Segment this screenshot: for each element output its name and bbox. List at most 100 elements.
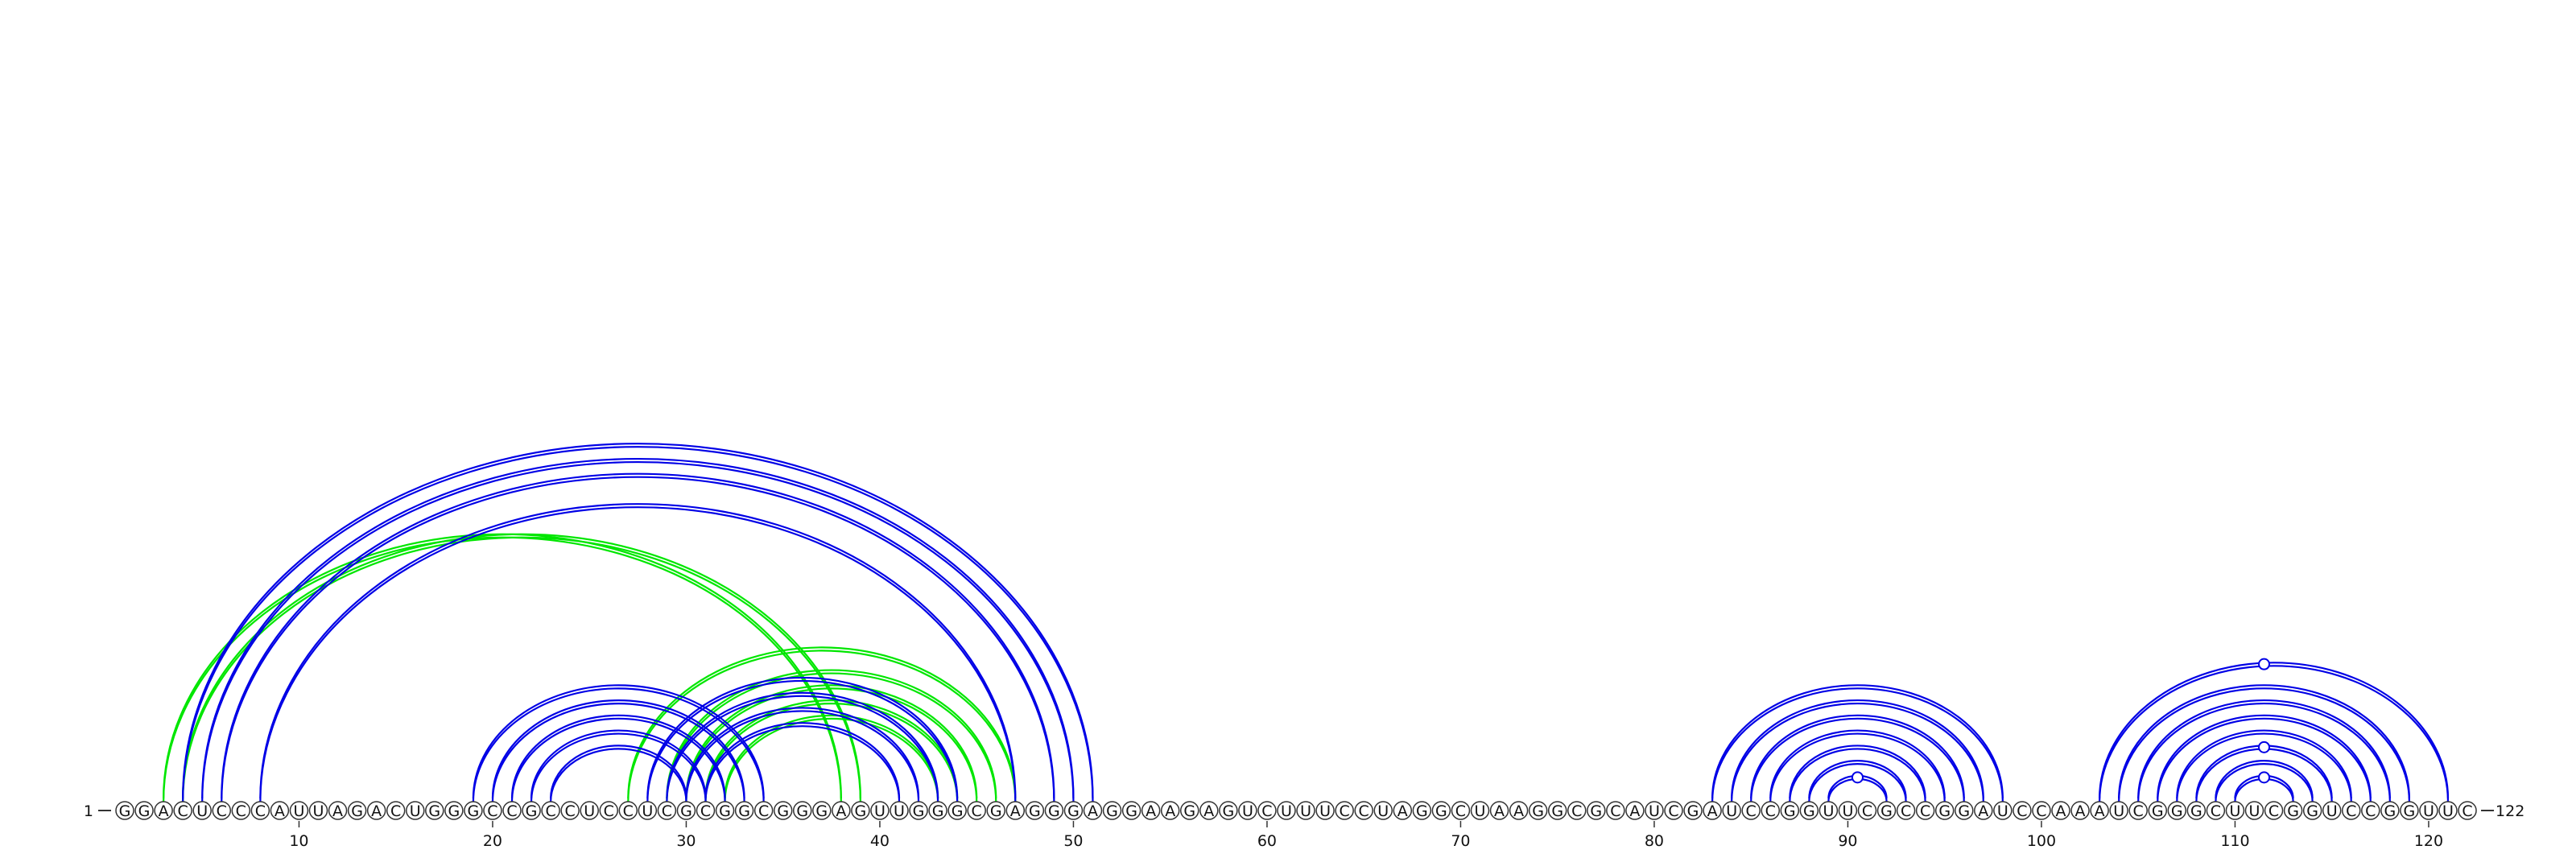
nucleotide-circle xyxy=(599,801,618,820)
nucleotide-letter: A xyxy=(159,802,169,820)
nucleotide-circle xyxy=(2225,801,2245,820)
nucleotide-circle xyxy=(2342,801,2361,820)
alternative-pair-arc xyxy=(704,699,959,799)
nucleotide-circle xyxy=(1799,801,1819,820)
nucleotide-circle xyxy=(715,801,735,820)
tick-label: 60 xyxy=(1257,832,1277,850)
loop-marker xyxy=(2258,771,2271,784)
nucleotide-letter: G xyxy=(1551,802,1563,820)
nucleotide-letter: C xyxy=(2365,802,2376,820)
nucleotide-letter: C xyxy=(1455,802,1466,820)
nucleotide-circle xyxy=(270,801,290,820)
nucleotide-letter: G xyxy=(526,802,538,820)
nucleotide-letter: C xyxy=(545,802,555,820)
nucleotide-letter: C xyxy=(1668,802,1678,820)
primary-pair-arc xyxy=(472,684,765,799)
nucleotide-letter: A xyxy=(1513,802,1524,820)
nucleotide-circle xyxy=(231,801,251,820)
nucleotide-circle xyxy=(406,801,425,820)
primary-pair-arc xyxy=(1769,729,1946,799)
nucleotide-circle xyxy=(967,801,986,820)
nucleotide-circle xyxy=(1141,801,1161,820)
nucleotide-letter: C xyxy=(1261,802,1272,820)
nucleotide-circle xyxy=(1818,801,1839,820)
primary-pair-arc xyxy=(259,503,1017,799)
nucleotide-circle xyxy=(2070,801,2090,820)
nucleotide-letter: C xyxy=(1571,802,1582,820)
loop-marker xyxy=(2258,740,2271,753)
nucleotide-circle xyxy=(1741,801,1761,820)
nucleotide-circle xyxy=(2302,801,2322,820)
nucleotide-letter: U xyxy=(410,802,421,820)
nucleotide-circle xyxy=(1238,801,1257,820)
primary-pair-arc xyxy=(2176,732,2352,802)
nucleotide-letter: G xyxy=(1784,802,1796,820)
tick-label: 10 xyxy=(289,832,308,850)
nucleotide-letter: C xyxy=(2346,802,2356,820)
alternative-pair-arc xyxy=(627,646,1017,799)
nucleotide-letter: C xyxy=(1862,802,1872,820)
nucleotide-letter: U xyxy=(2423,802,2434,820)
nucleotide-circle xyxy=(2186,801,2207,820)
nucleotide-circle xyxy=(1489,801,1509,820)
nucleotide-circle xyxy=(464,801,483,820)
nucleotide-letter: U xyxy=(1649,802,1660,820)
alternative-pair-arc xyxy=(666,672,997,802)
primary-pair-arc xyxy=(221,476,1055,802)
tick-label: 90 xyxy=(1838,832,1857,850)
nucleotide-letter: G xyxy=(1416,802,1428,820)
nucleotide-circle xyxy=(1567,801,1587,820)
nucleotide-circle xyxy=(1393,801,1413,820)
nucleotide-letter: G xyxy=(1125,802,1137,820)
nucleotide-circle xyxy=(154,801,173,820)
nucleotide-letter: G xyxy=(1435,802,1447,820)
nucleotide-letter: U xyxy=(584,802,595,820)
nucleotide-circle xyxy=(1876,801,1897,820)
primary-pair-arc xyxy=(550,745,687,799)
nucleotide-letter: G xyxy=(2190,802,2202,820)
nucleotide-circle xyxy=(444,801,464,820)
nucleotide-circle xyxy=(1102,801,1122,820)
nucleotide-letter: U xyxy=(2326,802,2338,820)
nucleotide-letter: G xyxy=(1958,802,1970,820)
nucleotide-letter: G xyxy=(932,802,944,820)
nucleotide-letter: U xyxy=(313,802,324,820)
nucleotide-circle xyxy=(328,801,348,820)
nucleotide-circle xyxy=(1509,801,1529,820)
nucleotide-circle xyxy=(1993,801,2013,820)
nucleotide-letter: G xyxy=(1880,802,1893,820)
nucleotide-circle xyxy=(1528,801,1548,820)
loop-marker xyxy=(2258,658,2271,670)
nucleotide-circle xyxy=(1606,801,1625,820)
nucleotide-circle xyxy=(1974,801,1993,820)
nucleotide-letter: G xyxy=(719,802,731,820)
nucleotide-letter: G xyxy=(1687,802,1699,820)
nucleotide-letter: C xyxy=(1920,802,1930,820)
nucleotide-letter: G xyxy=(1106,802,1118,820)
nucleotide-circle xyxy=(1315,801,1335,820)
nucleotide-letter: G xyxy=(2306,802,2318,820)
loop-markers xyxy=(1851,658,2271,784)
nucleotide-letter: A xyxy=(1707,802,1718,820)
primary-pair-arc xyxy=(2157,717,2372,802)
alternative-pair-arc xyxy=(685,687,978,802)
nucleotide-letter: U xyxy=(1319,802,1331,820)
primary-pair-arc xyxy=(259,506,1017,802)
position-axis: 10 20 30 40 50 60 70 80 90 100 110 120 xyxy=(289,821,2443,850)
nucleotide-letter: U xyxy=(196,802,208,820)
nucleotide-circle xyxy=(2032,801,2051,820)
nucleotide-circle xyxy=(696,801,716,820)
nucleotide-letter: C xyxy=(2133,802,2144,820)
nucleotide-letter: G xyxy=(1048,802,1060,820)
nucleotide-circle xyxy=(793,801,812,820)
primary-pair-arc xyxy=(550,748,687,802)
alternative-pair-arc xyxy=(704,702,959,802)
primary-pair-arc xyxy=(1750,714,1965,799)
nucleotide-letter: G xyxy=(1029,802,1041,820)
nucleotide-letter: A xyxy=(275,802,285,820)
primary-pair-arc xyxy=(201,457,1075,799)
primary-pair-arc xyxy=(2137,702,2391,802)
tick-label: 100 xyxy=(2027,832,2056,850)
nucleotide-letter: G xyxy=(855,802,867,820)
primary-pair-arcs xyxy=(182,443,2450,802)
